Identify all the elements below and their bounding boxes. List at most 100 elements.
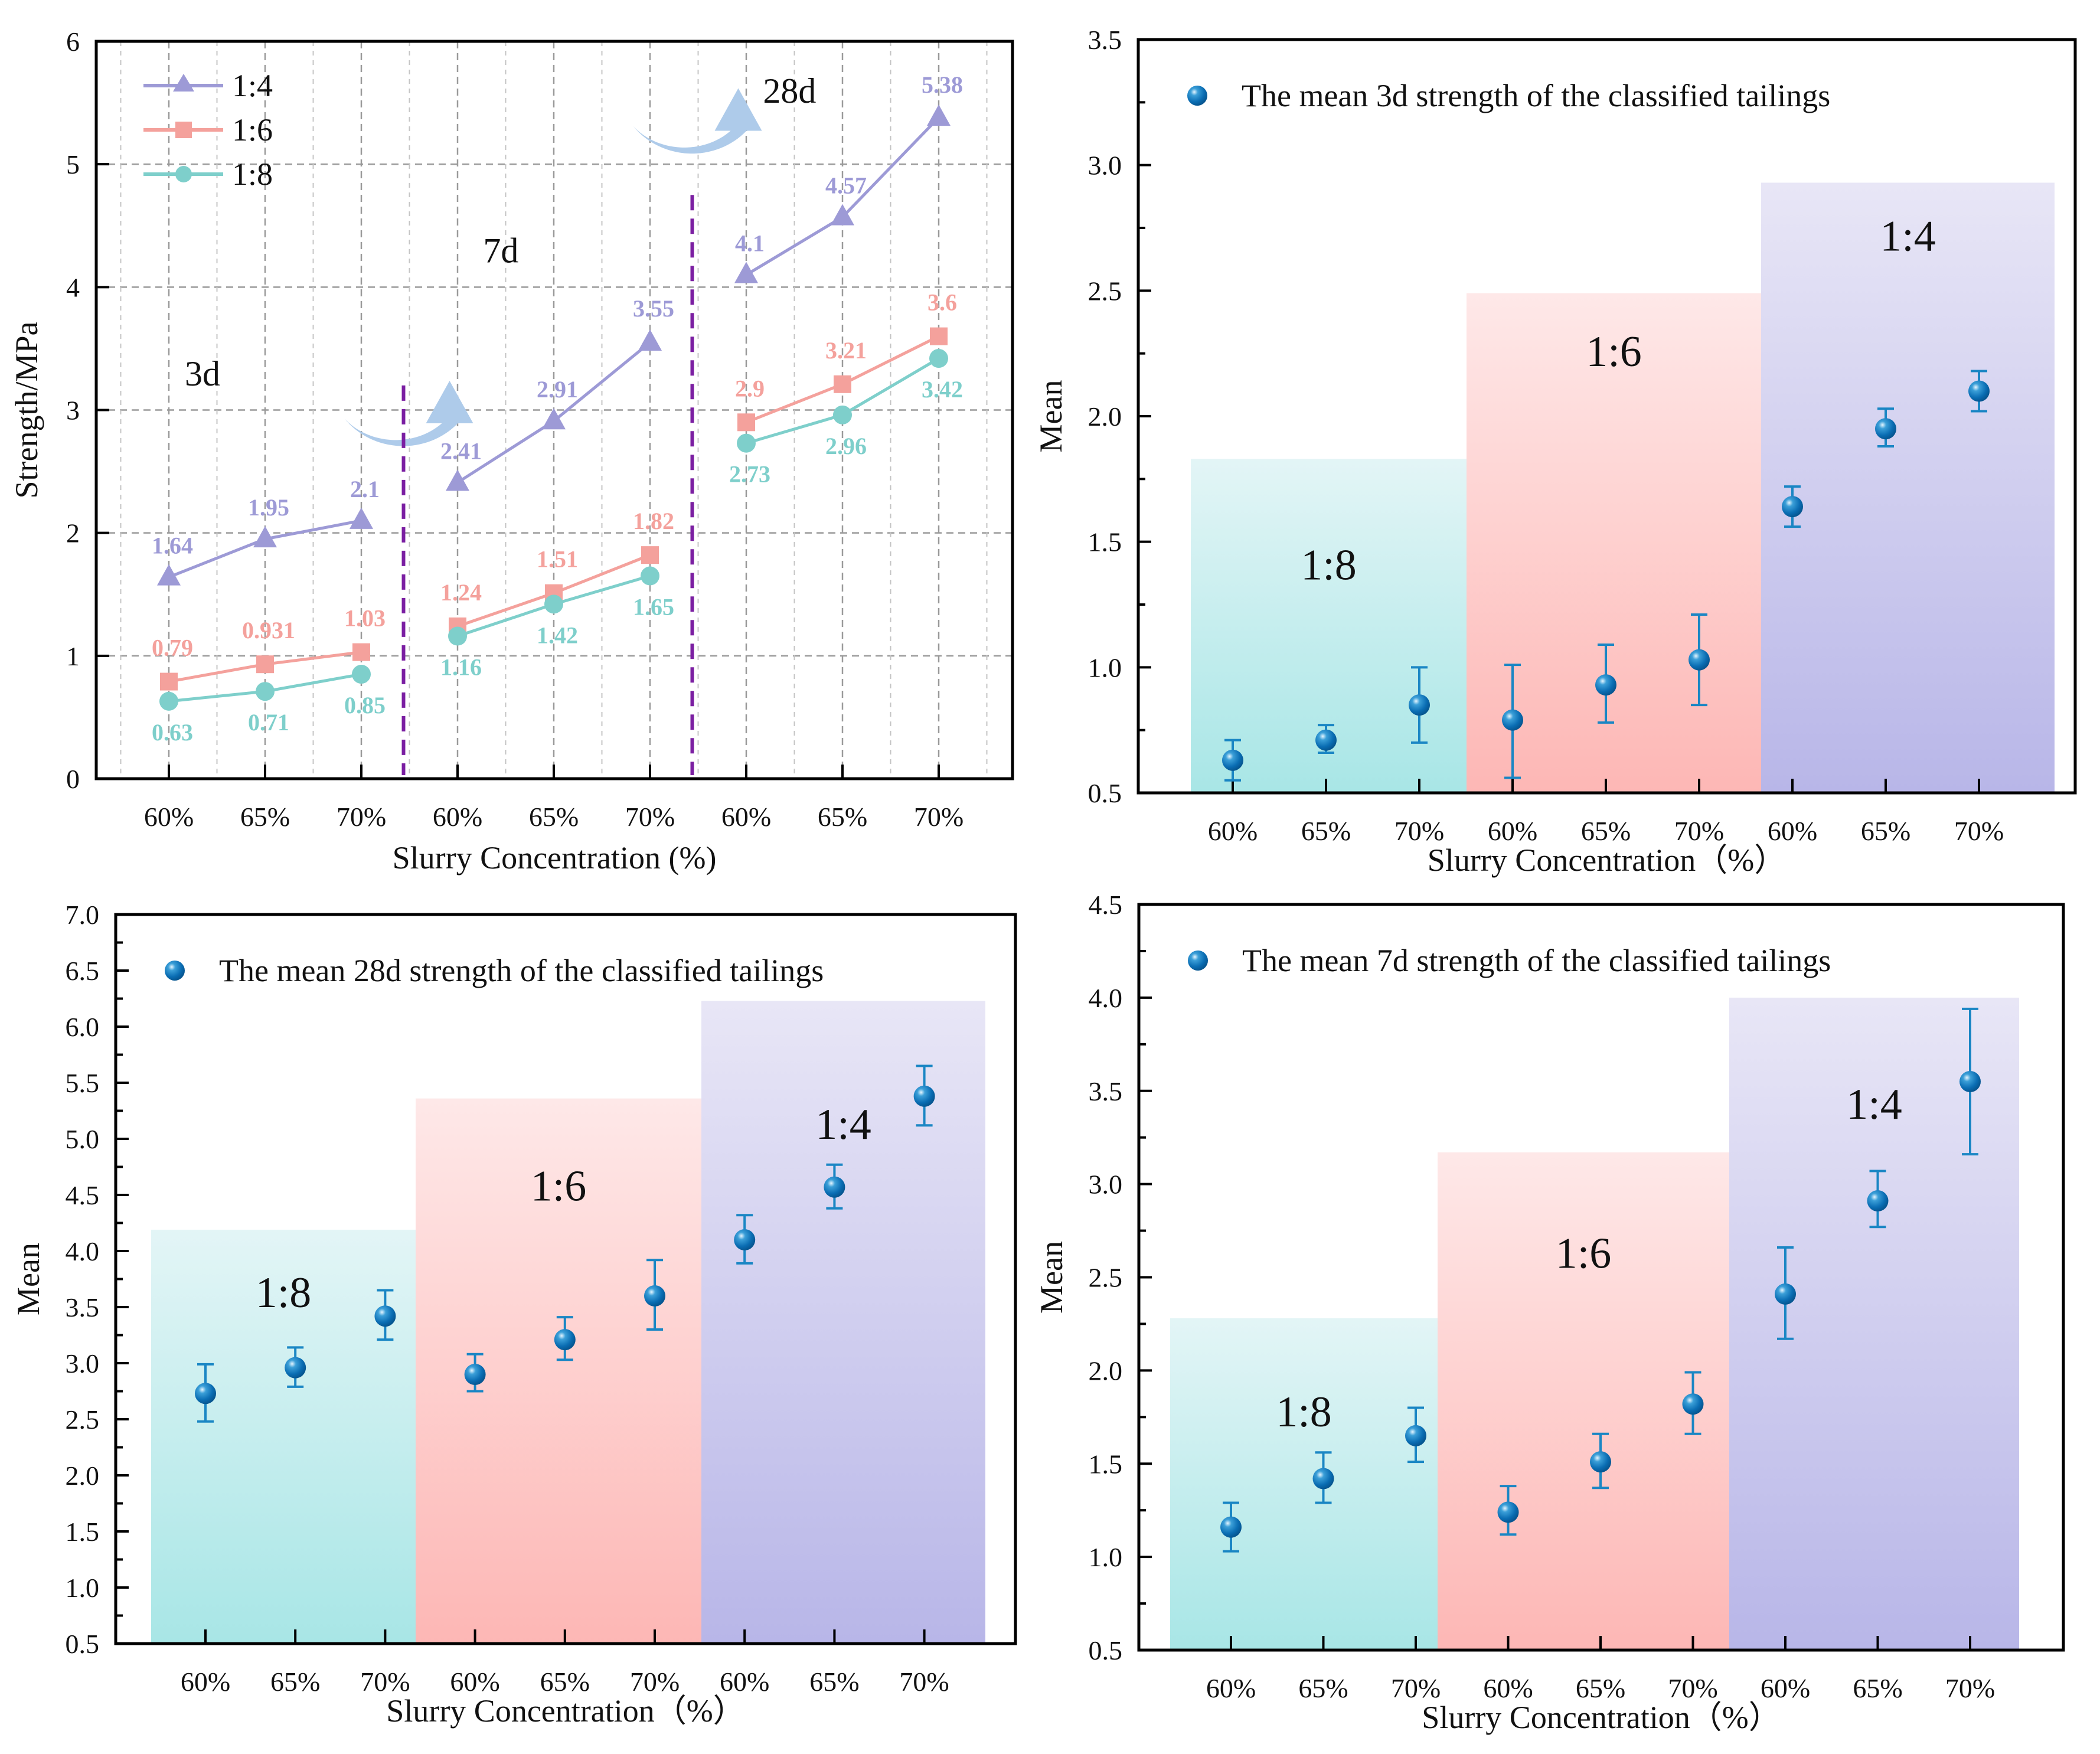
x-tick-label: 65%: [270, 1667, 320, 1697]
data-label: 1.51: [537, 546, 578, 573]
triangle-marker: [734, 262, 758, 283]
region-label: 1:4: [1846, 1080, 1902, 1129]
y-tick-label: 2.5: [66, 1404, 100, 1435]
y-tick-label: 2.0: [1089, 1355, 1123, 1386]
y-tick-label: 0.5: [1089, 1635, 1123, 1665]
y-tick-label: 5.5: [66, 1068, 100, 1098]
region-label: 1:4: [815, 1100, 871, 1149]
triangle-marker: [638, 329, 662, 351]
region-1-6: [416, 1098, 701, 1644]
x-tick-label: 65%: [1301, 816, 1351, 846]
region-1-4: [701, 1001, 985, 1644]
x-tick-label: 60%: [181, 1667, 230, 1697]
square-marker: [160, 672, 178, 691]
x-tick-label: 60%: [144, 802, 194, 832]
x-tick-label: 60%: [1488, 816, 1537, 846]
y-tick-label: 3.5: [1089, 1076, 1123, 1106]
mean-point: [195, 1383, 216, 1404]
x-tick-label: 60%: [721, 802, 771, 832]
y-tick-label: 3.0: [66, 1348, 100, 1379]
data-label: 0.79: [152, 635, 193, 661]
x-tick-label: 65%: [240, 802, 290, 832]
legend-label: 1:4: [232, 68, 273, 103]
y-axis-title: Strength/MPa: [9, 321, 44, 498]
circle-marker: [352, 665, 371, 684]
y-tick-label: 1.0: [66, 1573, 100, 1603]
triangle-marker: [350, 507, 373, 529]
x-tick-label: 65%: [1298, 1673, 1348, 1703]
y-tick-label: 4.5: [66, 1180, 100, 1210]
data-label: 1.42: [537, 622, 578, 648]
data-label: 2.9: [735, 375, 765, 401]
circle-marker: [448, 626, 467, 646]
y-tick-label: 4.0: [1089, 983, 1123, 1013]
mean-point: [1775, 1283, 1796, 1305]
x-tick-label: 65%: [1861, 816, 1910, 846]
y-tick-label: 0.5: [1088, 778, 1122, 808]
mean-point: [1959, 1070, 1981, 1092]
legend-label: 1:8: [232, 156, 273, 192]
x-tick-label: 70%: [1391, 1673, 1441, 1703]
data-label: 2.73: [729, 461, 770, 488]
data-label: 2.96: [825, 433, 867, 459]
data-label: 4.57: [825, 172, 867, 199]
data-label: 1.82: [633, 508, 674, 534]
region-label: 1:8: [1276, 1388, 1332, 1436]
plot-frame: [1137, 903, 2065, 1652]
y-tick-label: 3.0: [1089, 1170, 1123, 1200]
y-axis-title: Mean: [1034, 1241, 1069, 1314]
x-tick-label: 70%: [1394, 816, 1444, 846]
data-label: 2.1: [350, 476, 380, 502]
y-tick-label: 4.0: [66, 1236, 100, 1266]
y-tick-label: 1.5: [66, 1517, 100, 1547]
legend-label: The mean 28d strength of the classified …: [219, 953, 824, 988]
data-label: 1.95: [248, 494, 289, 521]
x-tick-label: 60%: [720, 1667, 769, 1697]
y-axis-title: Mean: [11, 1243, 46, 1315]
x-tick-label: 60%: [1761, 1673, 1810, 1703]
x-tick-label: 60%: [1208, 816, 1258, 846]
legend-label: The mean 7d strength of the classified t…: [1242, 943, 1831, 978]
x-axis-title: Slurry Concentration (%): [393, 840, 717, 876]
data-label: 3.21: [825, 337, 867, 364]
mean-point: [1782, 496, 1803, 518]
legend-point-icon: [1188, 951, 1208, 971]
y-tick-label: 6.0: [66, 1012, 100, 1042]
y-tick-label: 2.5: [1088, 276, 1122, 306]
circle-marker: [256, 682, 275, 701]
mean-point: [1315, 729, 1337, 751]
x-axis-title: Slurry Concentration（%）: [386, 1693, 744, 1729]
region-label: 1:6: [1586, 328, 1642, 376]
curved-arrow-icon: [344, 380, 473, 446]
plot-frame: [94, 40, 1014, 780]
x-tick-label: 70%: [630, 1667, 680, 1697]
age-label: 3d: [185, 354, 220, 393]
y-tick-label: 0.5: [66, 1629, 100, 1659]
mean-point: [1502, 709, 1523, 731]
x-tick-label: 65%: [818, 802, 867, 832]
region-label: 1:8: [1301, 541, 1357, 589]
data-label: 1.65: [633, 594, 674, 620]
square-marker: [641, 546, 659, 564]
mean-point: [734, 1229, 756, 1250]
y-tick-label: 1: [66, 641, 80, 671]
mean-point: [1497, 1501, 1519, 1523]
y-tick-label: 3: [66, 396, 80, 426]
data-label: 1.03: [344, 605, 386, 632]
legend-point-icon: [1187, 86, 1207, 106]
mean-point: [1312, 1468, 1334, 1490]
plot-frame: [1136, 38, 2077, 795]
triangle-marker: [157, 564, 181, 586]
legend-label: 1:6: [232, 112, 273, 148]
mean-point: [1682, 1393, 1704, 1415]
y-tick-label: 6.5: [66, 956, 100, 986]
circle-marker: [641, 566, 659, 586]
data-label: 0.931: [242, 617, 295, 644]
x-tick-label: 60%: [1768, 816, 1817, 846]
y-tick-label: 2.0: [1088, 401, 1122, 432]
square-marker: [352, 643, 370, 661]
y-tick-label: 6: [66, 27, 80, 57]
mean-point: [644, 1285, 665, 1306]
x-tick-label: 70%: [1668, 1673, 1717, 1703]
